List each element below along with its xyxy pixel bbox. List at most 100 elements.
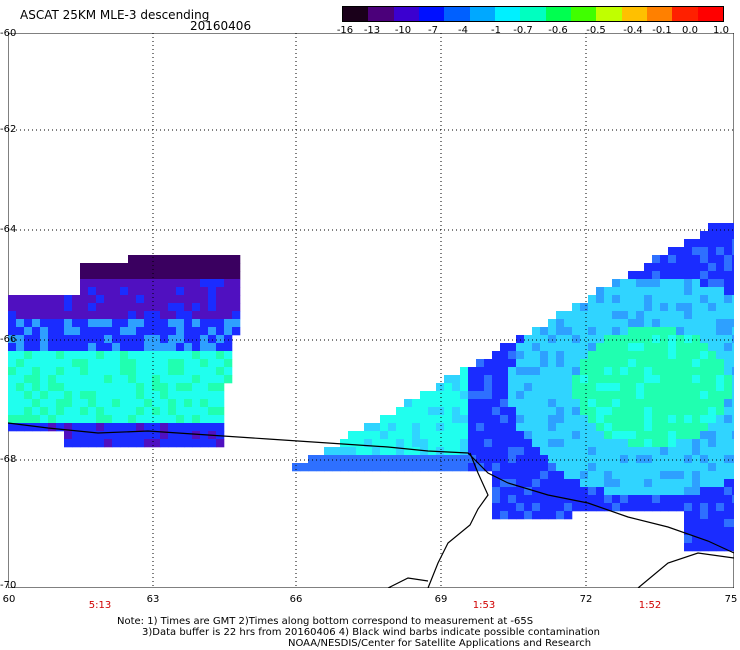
wind-cell [732, 487, 734, 496]
wind-cell [700, 367, 709, 376]
wind-cell [484, 367, 493, 376]
wind-cell [564, 319, 573, 328]
wind-cell [612, 335, 621, 344]
wind-cell [700, 327, 709, 336]
wind-cell [540, 439, 549, 448]
color-scale-swatch [570, 7, 597, 21]
wind-cell [532, 383, 541, 392]
wind-cell [492, 447, 501, 456]
wind-cell [652, 455, 661, 464]
wind-cell [152, 375, 161, 384]
wind-cell [684, 479, 693, 488]
wind-cell [48, 407, 57, 416]
wind-cell [588, 471, 597, 480]
wind-cell [692, 359, 701, 368]
wind-cell [516, 343, 525, 352]
wind-cell [24, 375, 33, 384]
wind-cell [104, 311, 113, 320]
wind-cell [176, 335, 185, 344]
wind-cell [700, 287, 709, 296]
wind-cell [112, 375, 121, 384]
color-scale-label: 1.0 [713, 25, 729, 36]
wind-cell [492, 487, 501, 496]
wind-cell [724, 543, 733, 552]
wind-cell [508, 511, 517, 520]
wind-cell [200, 423, 209, 432]
wind-cell [216, 367, 225, 376]
wind-cell [184, 343, 193, 352]
wind-cell [356, 439, 365, 448]
wind-cell [580, 503, 589, 512]
wind-cell [700, 391, 709, 400]
wind-cell [56, 407, 65, 416]
coastline-segment [387, 577, 429, 588]
wind-cell [644, 423, 653, 432]
wind-cell [500, 343, 509, 352]
wind-cell [364, 439, 373, 448]
wind-cell [572, 463, 581, 472]
wind-cell [144, 255, 153, 264]
wind-cell [476, 423, 485, 432]
wind-cell [508, 423, 517, 432]
wind-cell [152, 311, 161, 320]
wind-cell [232, 311, 241, 320]
wind-cell [716, 295, 725, 304]
wind-cell [508, 487, 517, 496]
wind-cell [508, 431, 517, 440]
wind-cell [556, 423, 565, 432]
wind-cell [588, 487, 597, 496]
wind-cell [56, 343, 65, 352]
wind-cell [348, 447, 357, 456]
wind-cell [612, 319, 621, 328]
wind-cell [8, 295, 17, 304]
wind-cell [56, 391, 65, 400]
wind-cell [40, 359, 49, 368]
wind-cell [700, 479, 709, 488]
wind-cell [492, 391, 501, 400]
wind-cell [532, 367, 541, 376]
wind-cell [452, 455, 461, 464]
wind-cell [348, 431, 357, 440]
wind-cell [708, 359, 717, 368]
wind-cell [152, 407, 161, 416]
wind-cell [564, 503, 573, 512]
wind-cell [708, 407, 717, 416]
wind-cell [436, 407, 445, 416]
wind-cell [500, 463, 509, 472]
wind-cell [644, 319, 653, 328]
wind-cell [120, 263, 129, 272]
wind-cell [192, 351, 201, 360]
wind-cell [192, 279, 201, 288]
wind-cell [612, 351, 621, 360]
wind-cell [80, 263, 89, 272]
wind-cell [8, 423, 17, 432]
wind-cell [508, 383, 517, 392]
wind-cell [692, 527, 701, 536]
wind-cell [468, 415, 477, 424]
wind-cell [516, 479, 525, 488]
wind-cell [620, 351, 629, 360]
wind-cell [620, 391, 629, 400]
wind-cell [96, 335, 105, 344]
wind-cell [208, 407, 217, 416]
wind-cell [24, 399, 33, 408]
wind-cell [128, 263, 137, 272]
wind-cell [112, 327, 121, 336]
wind-cell [732, 471, 734, 480]
wind-cell [176, 327, 185, 336]
wind-cell [492, 383, 501, 392]
wind-cell [612, 343, 621, 352]
wind-cell [112, 367, 121, 376]
wind-cell [192, 439, 201, 448]
wind-cell [32, 343, 41, 352]
pass-time-label: 1:52 [638, 600, 662, 611]
wind-cell [120, 335, 129, 344]
wind-cell [120, 351, 129, 360]
wind-cell [668, 303, 677, 312]
wind-cell [492, 367, 501, 376]
wind-cell [8, 407, 17, 416]
wind-cell [168, 343, 177, 352]
wind-cell [628, 463, 637, 472]
wind-cell [32, 399, 41, 408]
wind-cell [96, 415, 105, 424]
